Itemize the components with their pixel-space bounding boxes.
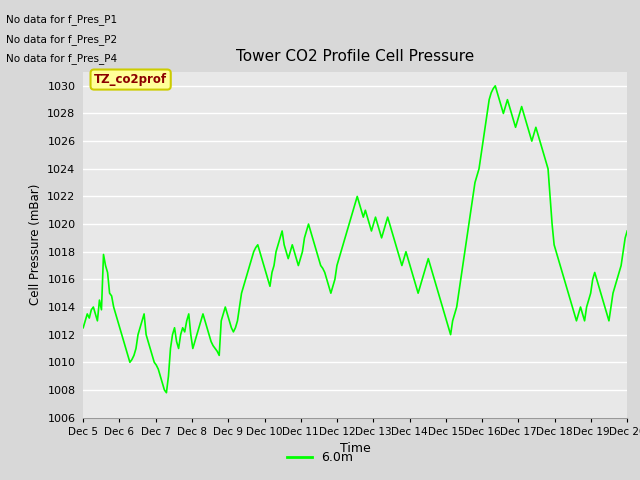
Text: No data for f_Pres_P4: No data for f_Pres_P4 bbox=[6, 53, 118, 64]
Text: No data for f_Pres_P1: No data for f_Pres_P1 bbox=[6, 14, 118, 25]
Text: TZ_co2prof: TZ_co2prof bbox=[94, 73, 167, 86]
Title: Tower CO2 Profile Cell Pressure: Tower CO2 Profile Cell Pressure bbox=[236, 49, 474, 64]
Y-axis label: Cell Pressure (mBar): Cell Pressure (mBar) bbox=[29, 184, 42, 305]
Text: No data for f_Pres_P2: No data for f_Pres_P2 bbox=[6, 34, 118, 45]
X-axis label: Time: Time bbox=[340, 442, 371, 455]
Legend: 6.0m: 6.0m bbox=[282, 446, 358, 469]
